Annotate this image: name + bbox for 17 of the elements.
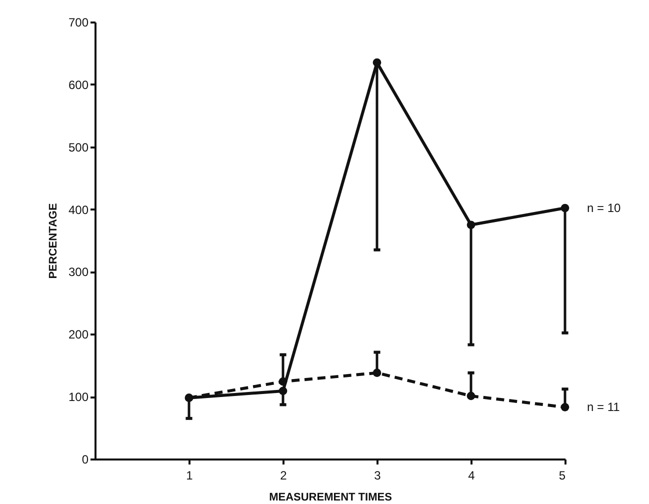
y-tick-label: 300 xyxy=(68,265,89,280)
x-axis-title: MEASUREMENT TIMES xyxy=(269,492,392,504)
y-tick-label: 100 xyxy=(68,390,89,404)
x-tick-label: 3 xyxy=(374,468,382,482)
y-axis-title: PERCENTAGE xyxy=(47,203,60,279)
y-tick-label: 500 xyxy=(68,140,89,154)
y-tick-label: 200 xyxy=(68,328,89,342)
y-tick-label: 700 xyxy=(68,16,89,30)
x-tick-label: 4 xyxy=(468,468,476,482)
y-tick-label: 0 xyxy=(82,452,89,466)
y-tick-label: 600 xyxy=(68,78,89,92)
x-tick-label: 5 xyxy=(558,468,566,482)
x-tick-label: 2 xyxy=(280,468,288,482)
series-label: n = 11 xyxy=(587,400,620,414)
x-tick-label: 1 xyxy=(186,468,194,482)
series-label: n = 10 xyxy=(587,201,622,216)
y-tick-label: 400 xyxy=(68,202,89,217)
